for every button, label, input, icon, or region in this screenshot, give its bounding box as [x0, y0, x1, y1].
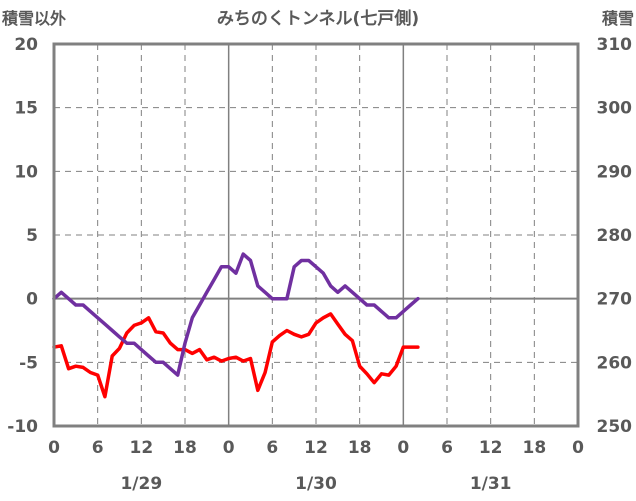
x-tick-label: 6 — [266, 438, 278, 458]
left-y-tick-label: 10 — [14, 162, 38, 182]
left-axis-title: 積雪以外 — [1, 9, 66, 28]
left-y-ticks: 20 15 10 5 0 -5 -10 — [7, 35, 38, 437]
series-line-other — [52, 312, 420, 399]
right-y-tick-label: 270 — [597, 290, 633, 310]
right-axis-title: 積雪 — [601, 9, 634, 28]
left-y-tick-label: 5 — [26, 226, 38, 246]
right-y-tick-label: 250 — [597, 417, 633, 437]
date-labels: 1/29 1/30 1/31 — [120, 474, 511, 494]
left-y-tick-label: -10 — [7, 417, 38, 437]
right-y-tick-label: 310 — [597, 35, 633, 55]
left-y-tick-label: 15 — [14, 99, 38, 119]
x-tick-label: 6 — [441, 438, 453, 458]
right-y-tick-label: 290 — [597, 162, 633, 182]
date-label: 1/30 — [295, 474, 337, 494]
left-y-tick-label: -5 — [19, 353, 38, 373]
right-y-ticks: 310 300 290 280 270 260 250 — [597, 35, 633, 437]
chart-title: みちのくトンネル(七戸側) — [217, 8, 419, 29]
x-tick-label: 0 — [572, 438, 584, 458]
left-y-tick-label: 20 — [14, 35, 38, 55]
plot-frame — [52, 42, 580, 428]
x-tick-label: 18 — [173, 438, 197, 458]
x-tick-label: 12 — [479, 438, 503, 458]
x-ticks: 0 6 12 18 0 6 12 18 0 6 12 18 0 — [48, 438, 584, 458]
x-tick-label: 12 — [304, 438, 328, 458]
date-label: 1/29 — [120, 474, 162, 494]
series-line-snow-depth — [52, 252, 420, 377]
grid — [54, 44, 578, 426]
date-label: 1/31 — [470, 474, 512, 494]
x-tick-label: 18 — [348, 438, 372, 458]
series-group — [52, 252, 420, 399]
x-tick-label: 18 — [522, 438, 546, 458]
x-tick-label: 0 — [48, 438, 60, 458]
x-tick-label: 0 — [397, 438, 409, 458]
x-tick-label: 6 — [92, 438, 104, 458]
right-y-tick-label: 300 — [597, 99, 633, 119]
left-y-tick-label: 0 — [26, 290, 38, 310]
x-tick-label: 12 — [129, 438, 153, 458]
right-y-tick-label: 260 — [597, 353, 633, 373]
right-y-tick-label: 280 — [597, 226, 633, 246]
x-tick-label: 0 — [223, 438, 235, 458]
